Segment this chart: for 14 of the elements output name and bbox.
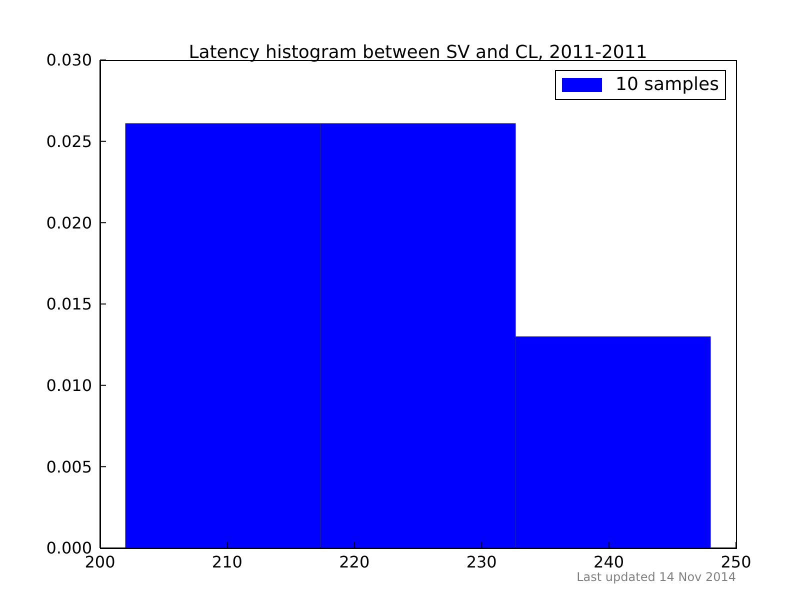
y-tick-label: 0.005 (46, 457, 92, 476)
x-tick-label: 250 (720, 552, 752, 572)
y-tick-label: 0.010 (46, 376, 92, 396)
legend-box: 10 samples (554, 70, 726, 100)
y-tick-label: 0.015 (46, 294, 92, 314)
x-tick-label: 240 (594, 552, 624, 572)
y-tick-label: 0.025 (46, 132, 92, 152)
x-tick-label: 220 (339, 552, 370, 572)
text: Last updated 14 Nov 2014 (576, 570, 736, 584)
x-tick-label: 210 (212, 552, 242, 572)
x-tick-label: 230 (466, 552, 497, 572)
y-tick-label: 0.020 (46, 213, 92, 232)
chart-title: Latency histogram between SV and CL, 2011-2011 (188, 42, 648, 63)
y-tick-label: 0.030 (46, 50, 92, 70)
